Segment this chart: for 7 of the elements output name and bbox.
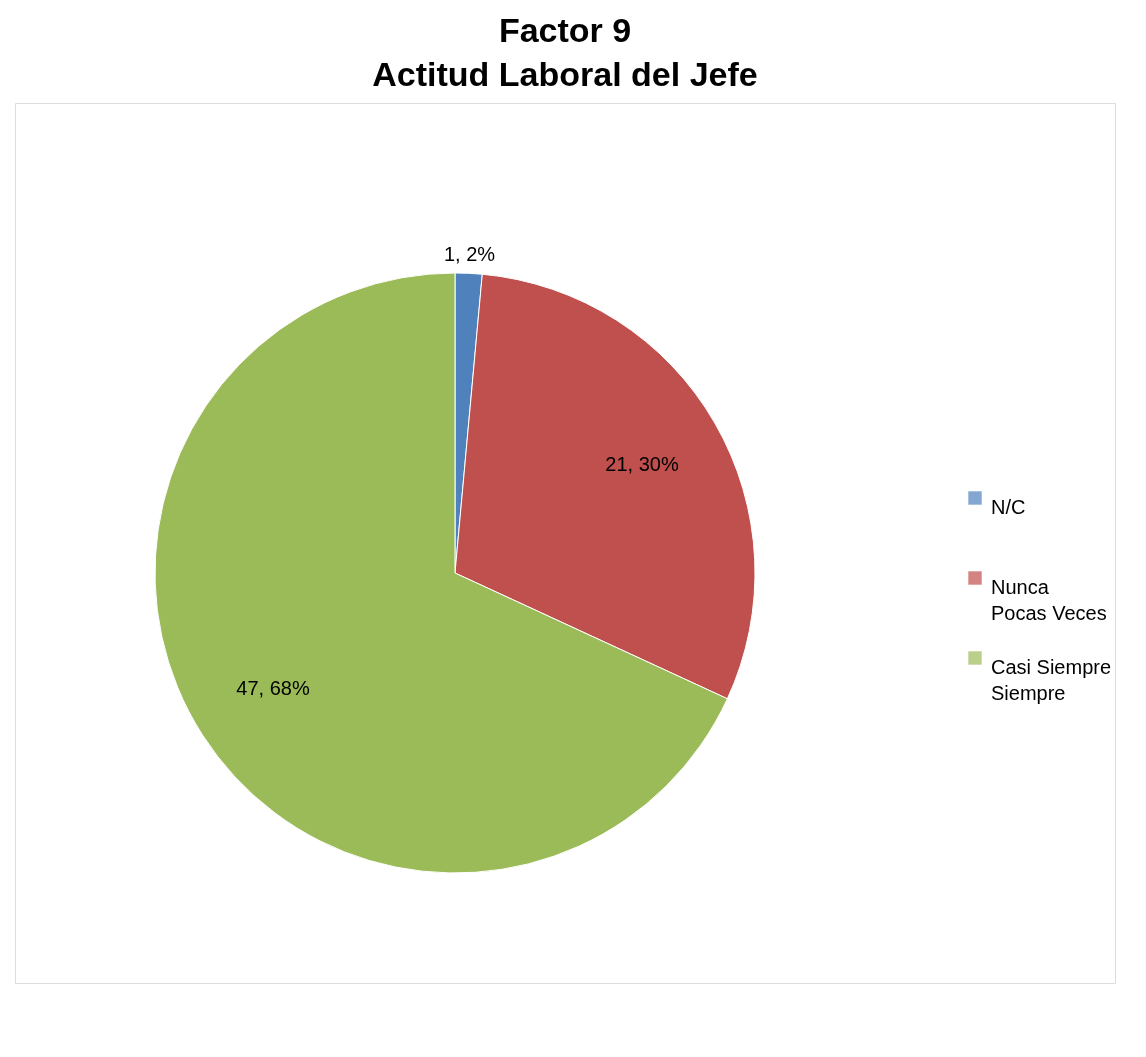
legend-label: N/C <box>991 496 1026 518</box>
legend-label: Nunca Pocas Veces <box>991 576 1107 624</box>
legend-label: Casi Siempre Siempre <box>991 656 1112 704</box>
data-label: 47, 68% <box>236 677 310 700</box>
data-label: 21, 30% <box>605 453 679 475</box>
data-label: 1, 2% <box>443 243 496 266</box>
chart-title: Factor 9 Actitud Laboral del Jefe <box>372 11 758 93</box>
